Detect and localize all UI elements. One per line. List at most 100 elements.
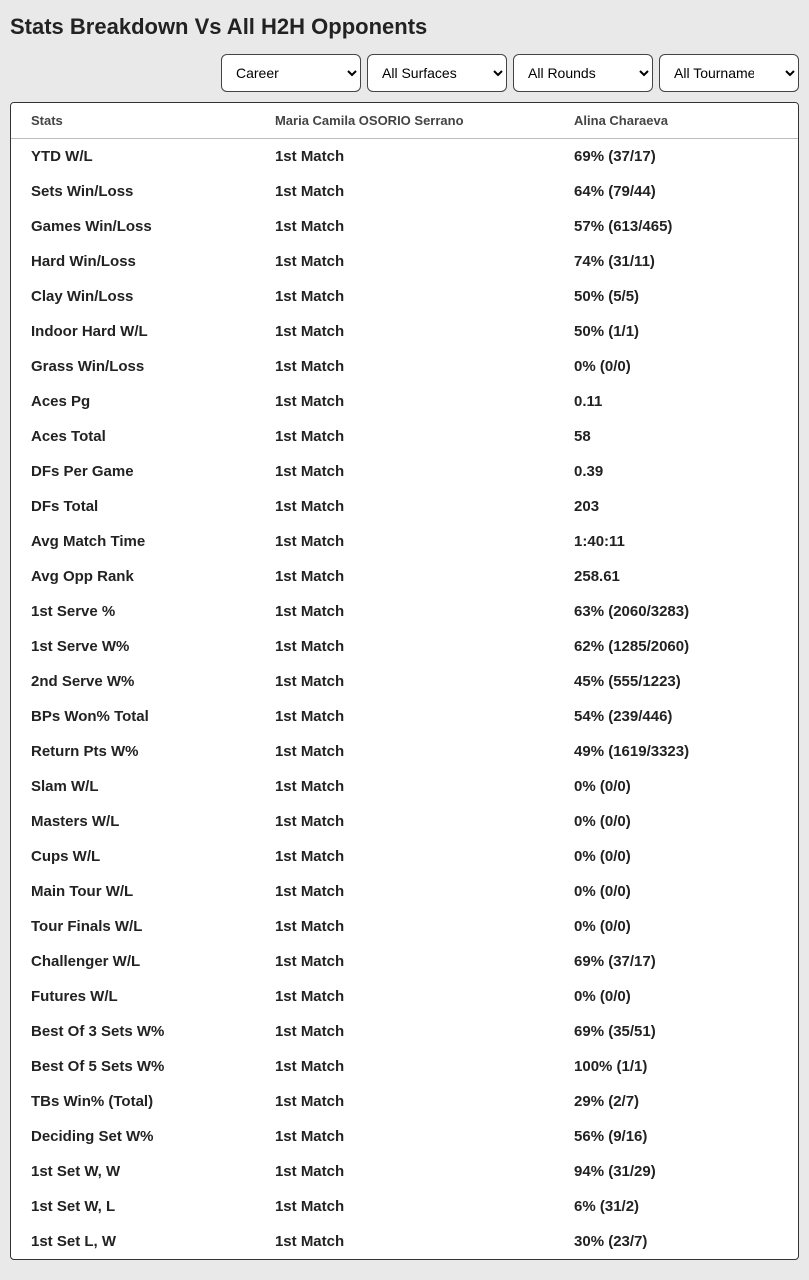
player1-value: 1st Match (255, 279, 554, 314)
player2-value: 0% (0/0) (554, 804, 798, 839)
player1-value: 1st Match (255, 384, 554, 419)
stat-label: Hard Win/Loss (11, 244, 255, 279)
player1-value: 1st Match (255, 1014, 554, 1049)
stat-label: Cups W/L (11, 839, 255, 874)
stat-label: Futures W/L (11, 979, 255, 1014)
filter-period-select[interactable]: Career (221, 54, 361, 92)
player1-value: 1st Match (255, 349, 554, 384)
player2-value: 69% (37/17) (554, 139, 798, 175)
player1-value: 1st Match (255, 769, 554, 804)
table-row: Futures W/L1st Match0% (0/0) (11, 979, 798, 1014)
player1-value: 1st Match (255, 804, 554, 839)
player1-value: 1st Match (255, 454, 554, 489)
stat-label: Best Of 3 Sets W% (11, 1014, 255, 1049)
player1-value: 1st Match (255, 244, 554, 279)
player2-value: 62% (1285/2060) (554, 629, 798, 664)
player2-value: 30% (23/7) (554, 1224, 798, 1259)
table-row: Aces Pg1st Match0.11 (11, 384, 798, 419)
stat-label: 1st Set L, W (11, 1224, 255, 1259)
table-row: YTD W/L1st Match69% (37/17) (11, 139, 798, 175)
stats-table-container: Stats Maria Camila OSORIO Serrano Alina … (10, 102, 799, 1260)
table-row: Avg Match Time1st Match1:40:11 (11, 524, 798, 559)
stats-table: Stats Maria Camila OSORIO Serrano Alina … (11, 103, 798, 1259)
player2-value: 100% (1/1) (554, 1049, 798, 1084)
player1-value: 1st Match (255, 944, 554, 979)
stat-label: Grass Win/Loss (11, 349, 255, 384)
table-row: DFs Total1st Match203 (11, 489, 798, 524)
stat-label: Slam W/L (11, 769, 255, 804)
table-row: Avg Opp Rank1st Match258.61 (11, 559, 798, 594)
stat-label: Best Of 5 Sets W% (11, 1049, 255, 1084)
table-row: Games Win/Loss1st Match57% (613/465) (11, 209, 798, 244)
stat-label: DFs Per Game (11, 454, 255, 489)
table-row: Sets Win/Loss1st Match64% (79/44) (11, 174, 798, 209)
player2-value: 50% (1/1) (554, 314, 798, 349)
player1-value: 1st Match (255, 1084, 554, 1119)
stat-label: Clay Win/Loss (11, 279, 255, 314)
player1-value: 1st Match (255, 139, 554, 175)
player1-value: 1st Match (255, 1189, 554, 1224)
table-row: Hard Win/Loss1st Match74% (31/11) (11, 244, 798, 279)
player2-value: 0% (0/0) (554, 909, 798, 944)
table-row: 1st Set W, W1st Match94% (31/29) (11, 1154, 798, 1189)
stat-label: Return Pts W% (11, 734, 255, 769)
filter-round-select[interactable]: All Rounds (513, 54, 653, 92)
player1-value: 1st Match (255, 174, 554, 209)
stat-label: 1st Set W, L (11, 1189, 255, 1224)
player1-value: 1st Match (255, 909, 554, 944)
player1-value: 1st Match (255, 594, 554, 629)
player2-value: 69% (37/17) (554, 944, 798, 979)
stat-label: Avg Match Time (11, 524, 255, 559)
player2-value: 54% (239/446) (554, 699, 798, 734)
player2-value: 6% (31/2) (554, 1189, 798, 1224)
stat-label: Avg Opp Rank (11, 559, 255, 594)
stat-label: Masters W/L (11, 804, 255, 839)
player2-value: 74% (31/11) (554, 244, 798, 279)
table-row: Deciding Set W%1st Match56% (9/16) (11, 1119, 798, 1154)
table-row: Grass Win/Loss1st Match0% (0/0) (11, 349, 798, 384)
table-row: Masters W/L1st Match0% (0/0) (11, 804, 798, 839)
player2-value: 203 (554, 489, 798, 524)
table-row: Cups W/L1st Match0% (0/0) (11, 839, 798, 874)
table-row: 2nd Serve W%1st Match45% (555/1223) (11, 664, 798, 699)
table-row: TBs Win% (Total)1st Match29% (2/7) (11, 1084, 798, 1119)
filter-tournament-select[interactable]: All Tournaments (659, 54, 799, 92)
stat-label: Challenger W/L (11, 944, 255, 979)
player2-value: 50% (5/5) (554, 279, 798, 314)
table-row: Best Of 5 Sets W%1st Match100% (1/1) (11, 1049, 798, 1084)
player1-value: 1st Match (255, 629, 554, 664)
col-header-player1: Maria Camila OSORIO Serrano (255, 103, 554, 139)
player1-value: 1st Match (255, 664, 554, 699)
player2-value: 57% (613/465) (554, 209, 798, 244)
stat-label: 1st Serve % (11, 594, 255, 629)
player1-value: 1st Match (255, 1119, 554, 1154)
stat-label: Games Win/Loss (11, 209, 255, 244)
player2-value: 58 (554, 419, 798, 454)
player1-value: 1st Match (255, 314, 554, 349)
table-row: Indoor Hard W/L1st Match50% (1/1) (11, 314, 798, 349)
player2-value: 0% (0/0) (554, 769, 798, 804)
table-row: 1st Serve W%1st Match62% (1285/2060) (11, 629, 798, 664)
stat-label: Aces Total (11, 419, 255, 454)
player1-value: 1st Match (255, 1049, 554, 1084)
stat-label: 1st Set W, W (11, 1154, 255, 1189)
filter-surface-select[interactable]: All Surfaces (367, 54, 507, 92)
col-header-player2: Alina Charaeva (554, 103, 798, 139)
player1-value: 1st Match (255, 699, 554, 734)
player1-value: 1st Match (255, 559, 554, 594)
table-row: Clay Win/Loss1st Match50% (5/5) (11, 279, 798, 314)
player2-value: 0% (0/0) (554, 349, 798, 384)
table-row: Aces Total1st Match58 (11, 419, 798, 454)
player1-value: 1st Match (255, 874, 554, 909)
stat-label: Tour Finals W/L (11, 909, 255, 944)
stat-label: DFs Total (11, 489, 255, 524)
player1-value: 1st Match (255, 419, 554, 454)
player2-value: 94% (31/29) (554, 1154, 798, 1189)
player1-value: 1st Match (255, 489, 554, 524)
player1-value: 1st Match (255, 209, 554, 244)
player2-value: 0% (0/0) (554, 979, 798, 1014)
player2-value: 1:40:11 (554, 524, 798, 559)
player2-value: 0% (0/0) (554, 839, 798, 874)
table-row: Return Pts W%1st Match49% (1619/3323) (11, 734, 798, 769)
stat-label: YTD W/L (11, 139, 255, 175)
